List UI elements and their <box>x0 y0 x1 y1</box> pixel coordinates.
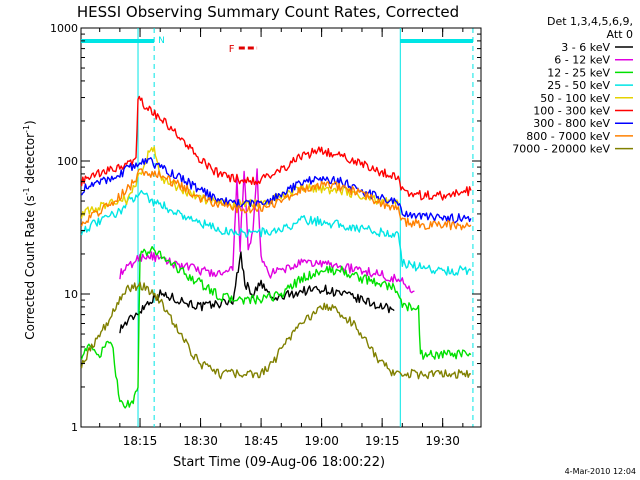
flare-flag-label: F <box>229 44 235 55</box>
y-tick-label: 10 <box>64 288 78 301</box>
x-tick-label: 18:15 <box>123 434 158 448</box>
legend-label-3: 25 - 50 keV <box>547 79 610 92</box>
legend-label-5: 100 - 300 keV <box>533 105 610 118</box>
x-tick-label: 19:15 <box>365 434 400 448</box>
series-line-8 <box>80 281 472 380</box>
y-tick-label: 1 <box>71 421 78 434</box>
night-bar-label-0: N <box>158 36 165 46</box>
y-axis-label-main: Corrected Count Rate (s <box>23 195 37 339</box>
legend-label-2: 12 - 25 keV <box>547 66 610 79</box>
legend-label-0: 3 - 6 keV <box>561 41 610 54</box>
series-line-7 <box>80 168 472 231</box>
series-line-1 <box>119 168 415 294</box>
y-axis-label-mid: detector <box>23 133 37 188</box>
series-line-5 <box>80 95 472 201</box>
y-axis-label-sup1: -1 <box>22 187 31 195</box>
legend-label-1: 6 - 12 keV <box>554 54 610 67</box>
legend-header-1: Det 1,3,4,5,6,9, <box>547 15 633 28</box>
series-line-2 <box>80 246 472 409</box>
x-axis-label: Start Time (09-Aug-06 18:00:22) <box>173 455 385 470</box>
legend-label-4: 50 - 100 keV <box>540 92 610 105</box>
series-line-6 <box>80 157 472 224</box>
x-tick-label: 18:45 <box>244 434 279 448</box>
legend-header-2: Att 0 <box>607 28 633 41</box>
x-tick-label: 19:00 <box>304 434 339 448</box>
series-line-0 <box>119 251 395 334</box>
legend-label-8: 7000 - 20000 keV <box>512 143 610 156</box>
y-axis-label: Corrected Count Rate (s-1 detector-1) <box>22 120 37 339</box>
plot-frame <box>80 27 482 428</box>
date-stamp: 4-Mar-2010 12:04 <box>565 467 636 476</box>
y-axis-label-end: ) <box>23 120 37 125</box>
y-axis-label-sup2: -1 <box>22 125 31 133</box>
legend-label-6: 300 - 800 keV <box>533 117 610 130</box>
y-tick-label: 100 <box>57 155 78 168</box>
y-tick-label: 1000 <box>50 22 78 35</box>
chart-title: HESSI Observing Summary Count Rates, Cor… <box>77 3 459 21</box>
plot-area: N F 1 10 100 1000 18:15 18:30 18:45 19:00 19:15 1… <box>50 22 482 448</box>
x-tick-label: 18:30 <box>183 434 218 448</box>
x-tick-label: 19:30 <box>425 434 460 448</box>
legend-label-7: 800 - 7000 keV <box>526 130 610 143</box>
series-line-3 <box>80 189 472 276</box>
